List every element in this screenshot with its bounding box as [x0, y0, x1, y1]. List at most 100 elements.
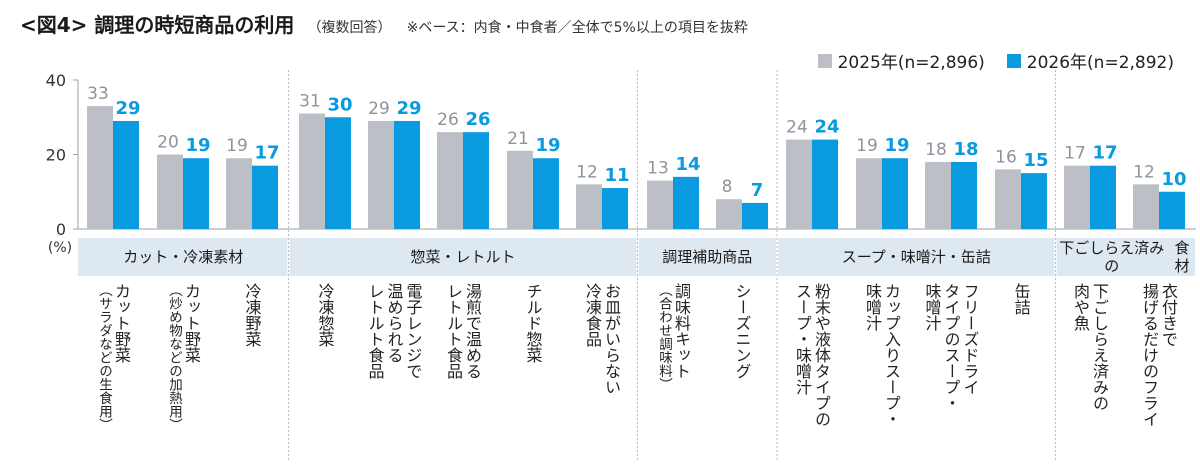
value-label-2025: 18 — [925, 140, 947, 160]
value-label-2025: 24 — [786, 118, 808, 138]
item-label: シーズニング — [732, 283, 752, 379]
value-label-2026: 17 — [1092, 143, 1117, 164]
value-label-2026: 24 — [814, 117, 839, 138]
bar-2025 — [925, 161, 951, 229]
item-label: 衣付きで — [1159, 283, 1178, 347]
bar-2025 — [716, 199, 742, 229]
value-label-2026: 17 — [254, 143, 279, 164]
item-sublabel: （合わせ調味料） — [656, 283, 672, 391]
value-label-2025: 8 — [722, 177, 733, 197]
bar-2026 — [325, 117, 351, 229]
item-label: カット野菜 — [182, 283, 201, 363]
bar-2025 — [368, 120, 394, 229]
item-label: 味噌汁 — [863, 283, 882, 331]
value-label-2026: 10 — [1161, 169, 1186, 190]
item-label: チルド惣菜 — [523, 283, 543, 363]
item-label: スープ・味噌汁 — [793, 283, 812, 395]
bar-2026 — [951, 161, 977, 229]
value-label-2026: 19 — [535, 135, 560, 156]
value-label-2026: 30 — [327, 94, 352, 115]
value-label-2025: 12 — [1133, 162, 1155, 182]
value-label-2025: 13 — [647, 159, 669, 179]
bar-2026 — [882, 158, 908, 229]
value-label-2026: 14 — [675, 154, 700, 175]
legend-swatch-2025 — [817, 53, 832, 68]
item-label: 缶詰 — [1011, 283, 1031, 315]
bar-2025 — [226, 158, 252, 229]
value-label-2026: 26 — [465, 109, 490, 130]
legend-item-2025: 2025年(n=2,896) — [817, 48, 985, 73]
legend: 2025年(n=2,896) 2026年(n=2,892) — [817, 48, 1174, 73]
item-label: 冷凍野菜 — [242, 283, 262, 347]
bar-2025 — [786, 139, 812, 229]
value-label-2025: 16 — [995, 147, 1017, 167]
value-label-2025: 19 — [226, 136, 248, 156]
bar-2026 — [252, 165, 278, 229]
bar-2025 — [995, 169, 1021, 229]
value-label-2026: 18 — [953, 139, 978, 160]
group-header-bg — [638, 238, 776, 276]
group-header-bg — [78, 238, 288, 276]
value-label-2026: 11 — [604, 165, 629, 186]
value-label-2025: 21 — [507, 129, 529, 149]
bar-2026 — [742, 202, 768, 229]
y-tick-label: 40 — [46, 71, 66, 90]
item-label: カップ入りスープ・ — [882, 283, 901, 427]
item-label: 味噌汁 — [922, 283, 942, 331]
item-label: レトルト食品 — [444, 283, 463, 379]
bar-2026 — [1090, 165, 1116, 229]
item-label: カット野菜 — [112, 283, 131, 363]
value-label-2026: 7 — [751, 180, 764, 201]
item-label: 温められる — [384, 283, 404, 363]
group-header: カット・冷凍素材 — [123, 248, 244, 266]
item-label: レトルト食品 — [365, 283, 385, 379]
bar-2026 — [1159, 191, 1185, 229]
title-row: <図4> 調理の時短商品の利用 （複数回答） ※ベース：内食・中食者／全体で5%… — [20, 9, 748, 38]
value-label-2025: 20 — [157, 133, 179, 153]
legend-label-2026: 2026年(n=2,892) — [1026, 53, 1174, 73]
group-header: スープ・味噌汁・缶詰 — [841, 248, 991, 266]
bar-2026 — [533, 158, 559, 229]
legend-swatch-2026 — [1006, 53, 1021, 68]
value-label-2026: 19 — [185, 135, 210, 156]
bar-2025 — [437, 132, 463, 229]
chart-subtitle: （複数回答） — [307, 20, 392, 36]
bar-2025 — [576, 184, 602, 229]
value-label-2026: 15 — [1023, 150, 1048, 171]
value-label-2025: 17 — [1064, 144, 1086, 164]
group-header-bg — [1056, 238, 1195, 276]
item-label: 調味料キット — [672, 283, 691, 379]
bar-2026 — [673, 176, 699, 229]
item-label: 粉末や液体タイプの — [812, 283, 831, 427]
value-label-2026: 19 — [884, 135, 909, 156]
group-header: 惣菜・レトルト — [410, 248, 516, 266]
value-label-2025: 29 — [368, 99, 390, 119]
bar-2026 — [602, 188, 628, 229]
group-header-bg — [289, 238, 637, 276]
group-header: 調理補助商品 — [662, 248, 753, 266]
chart-title: <図4> 調理の時短商品の利用 — [20, 13, 295, 37]
group-header: 下ごしらえ済みの 食材 — [1059, 239, 1190, 275]
bar-2026 — [1021, 173, 1047, 229]
value-label-2026: 29 — [115, 98, 140, 119]
group-header-bg — [778, 238, 1055, 276]
item-label: 揚げるだけのフライ — [1140, 283, 1159, 427]
item-label: 下ごしらえ済みの — [1090, 283, 1109, 411]
bar-2026 — [463, 132, 489, 229]
bar-2025 — [157, 154, 183, 229]
bar-2025 — [856, 158, 882, 229]
item-label: フリーズドライ — [960, 283, 980, 395]
bar-2025 — [299, 113, 325, 229]
value-label-2025: 31 — [299, 92, 321, 112]
value-label-2026: 29 — [396, 98, 421, 119]
item-sublabel: （炒め物などの加熱用） — [166, 283, 182, 432]
value-label-2025: 26 — [437, 110, 459, 130]
bar-2025 — [647, 180, 673, 229]
bar-2025 — [87, 106, 113, 229]
bar-2026 — [394, 120, 420, 229]
legend-item-2026: 2026年(n=2,892) — [1006, 48, 1174, 73]
item-sublabel: （サラダなどの生食用） — [96, 283, 112, 432]
item-label: 湯煎で温める — [463, 283, 482, 379]
value-label-2025: 19 — [856, 136, 878, 156]
